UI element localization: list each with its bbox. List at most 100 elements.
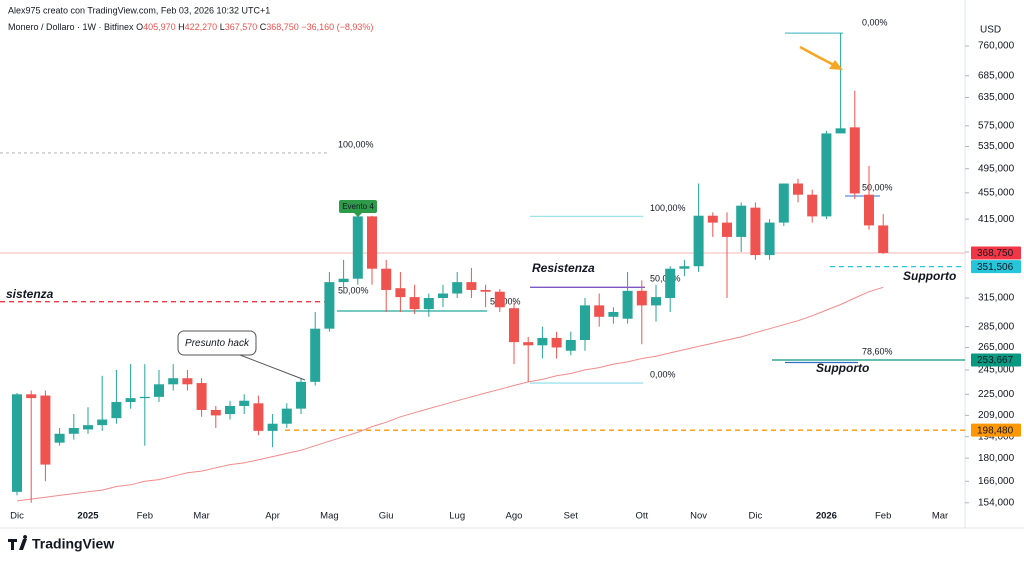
- candle-body: [594, 305, 605, 317]
- candle-body: [310, 328, 321, 382]
- candle-body: [83, 425, 93, 430]
- x-tick-label: Ago: [506, 511, 523, 522]
- moving-average: [16, 286, 884, 502]
- legend-key: C: [260, 22, 267, 32]
- candle-body: [210, 409, 221, 416]
- annotation: Resistenza: [532, 261, 595, 275]
- x-tick-label: Nov: [690, 511, 707, 522]
- callout-pointer: [239, 354, 306, 381]
- fib-label: 50,00%: [862, 182, 893, 192]
- price-label: 198,480: [977, 425, 1014, 436]
- candle-body: [452, 282, 463, 294]
- credit: Alex975 creato con TradingView.com, Feb …: [8, 5, 270, 15]
- y-tick-label: 194,000: [978, 431, 1015, 442]
- candle-body: [793, 183, 803, 195]
- legend-key: L: [220, 22, 225, 32]
- y-tick-label: 415,000: [978, 214, 1015, 225]
- callout-label: Presunto hack: [185, 338, 250, 349]
- candle-body: [182, 378, 193, 385]
- arrow-head: [829, 60, 843, 70]
- candle-body: [537, 337, 548, 346]
- candle-body: [523, 342, 534, 346]
- candle-body: [807, 194, 818, 217]
- candle-body: [196, 383, 207, 410]
- legend: Monero / Dollaro · 1W · Bitfinex O405,97…: [8, 22, 373, 32]
- callout-box: [177, 330, 257, 356]
- y-tick-label: 154,000: [978, 497, 1015, 508]
- candle-body: [636, 290, 647, 306]
- candle-body: [565, 340, 576, 351]
- event-tag-pointer: [354, 213, 362, 217]
- candle-body: [736, 205, 747, 237]
- price-label: 368,750: [977, 248, 1014, 259]
- brand-logo: [8, 535, 28, 550]
- candle-body: [438, 293, 448, 299]
- x-tick-label: Dic: [749, 511, 763, 522]
- candle-body: [381, 268, 392, 290]
- x-tick-label: Feb: [137, 511, 153, 522]
- candle-body: [367, 216, 377, 269]
- x-tick-label: Dic: [10, 511, 24, 522]
- logo-mark: [8, 535, 28, 550]
- candle-body: [352, 216, 363, 279]
- candle-body: [480, 289, 491, 292]
- price-label-box: [971, 260, 1021, 274]
- fib-label: 78,60%: [862, 346, 893, 356]
- fib-label: 0,00%: [650, 369, 676, 379]
- candle-body: [423, 298, 434, 310]
- candle-body: [849, 127, 860, 194]
- candle-body: [864, 194, 874, 226]
- candle-body: [622, 290, 633, 319]
- candle-body: [68, 427, 79, 434]
- fib-label: 100,00%: [338, 139, 374, 149]
- candle-body: [764, 222, 775, 256]
- currency: USD: [980, 25, 1001, 36]
- candle-body: [878, 225, 889, 253]
- x-tick-label: Feb: [875, 511, 891, 522]
- candle-body: [608, 311, 619, 317]
- x-tick-label: Set: [564, 511, 579, 522]
- candle-body: [693, 215, 704, 267]
- price-label-box: [971, 353, 1021, 367]
- fib-label: 0,00%: [862, 18, 888, 28]
- legend-value: 405,970: [143, 22, 176, 32]
- candle-body: [97, 419, 108, 426]
- plot: 154,000 166,000 180,000 194,000 209,000 225,0…: [0, 0, 1024, 529]
- fib-label: 50,00%: [338, 285, 369, 295]
- candle-body: [125, 398, 136, 403]
- candle-body: [466, 282, 477, 290]
- candle-body: [722, 222, 732, 237]
- x-tick-label: Mag: [320, 511, 338, 522]
- x-tick-label: 2025: [77, 511, 99, 522]
- y-tick-label: 455,000: [978, 187, 1015, 198]
- candle-body: [40, 395, 51, 465]
- y-tick-label: 685,000: [978, 70, 1015, 81]
- candle-body: [509, 308, 519, 343]
- candle-body: [139, 396, 150, 399]
- legend-key: H: [178, 22, 185, 32]
- y-tick-label: 180,000: [978, 453, 1015, 464]
- candle-body: [551, 337, 562, 348]
- y-tick-label: 535,000: [978, 141, 1015, 152]
- candle-body: [750, 207, 761, 256]
- candle-body: [665, 268, 676, 299]
- price-label: 351,506: [977, 262, 1014, 273]
- legend-value: 368,750: [266, 22, 299, 32]
- candle-body: [651, 297, 661, 306]
- x-tick-label: Mar: [193, 511, 209, 522]
- candle-body: [225, 405, 235, 415]
- candle-body: [707, 215, 718, 223]
- legend-value: 367,570: [225, 22, 258, 32]
- candle-body: [154, 384, 164, 397]
- candle-body: [168, 378, 179, 385]
- candle-body: [821, 133, 832, 217]
- candle-body: [679, 266, 690, 269]
- candle-body: [324, 282, 335, 329]
- candle-body: [296, 381, 306, 409]
- y-tick-label: 166,000: [978, 476, 1015, 487]
- price-label: 253,667: [977, 355, 1014, 366]
- x-tick-label: Mar: [932, 511, 948, 522]
